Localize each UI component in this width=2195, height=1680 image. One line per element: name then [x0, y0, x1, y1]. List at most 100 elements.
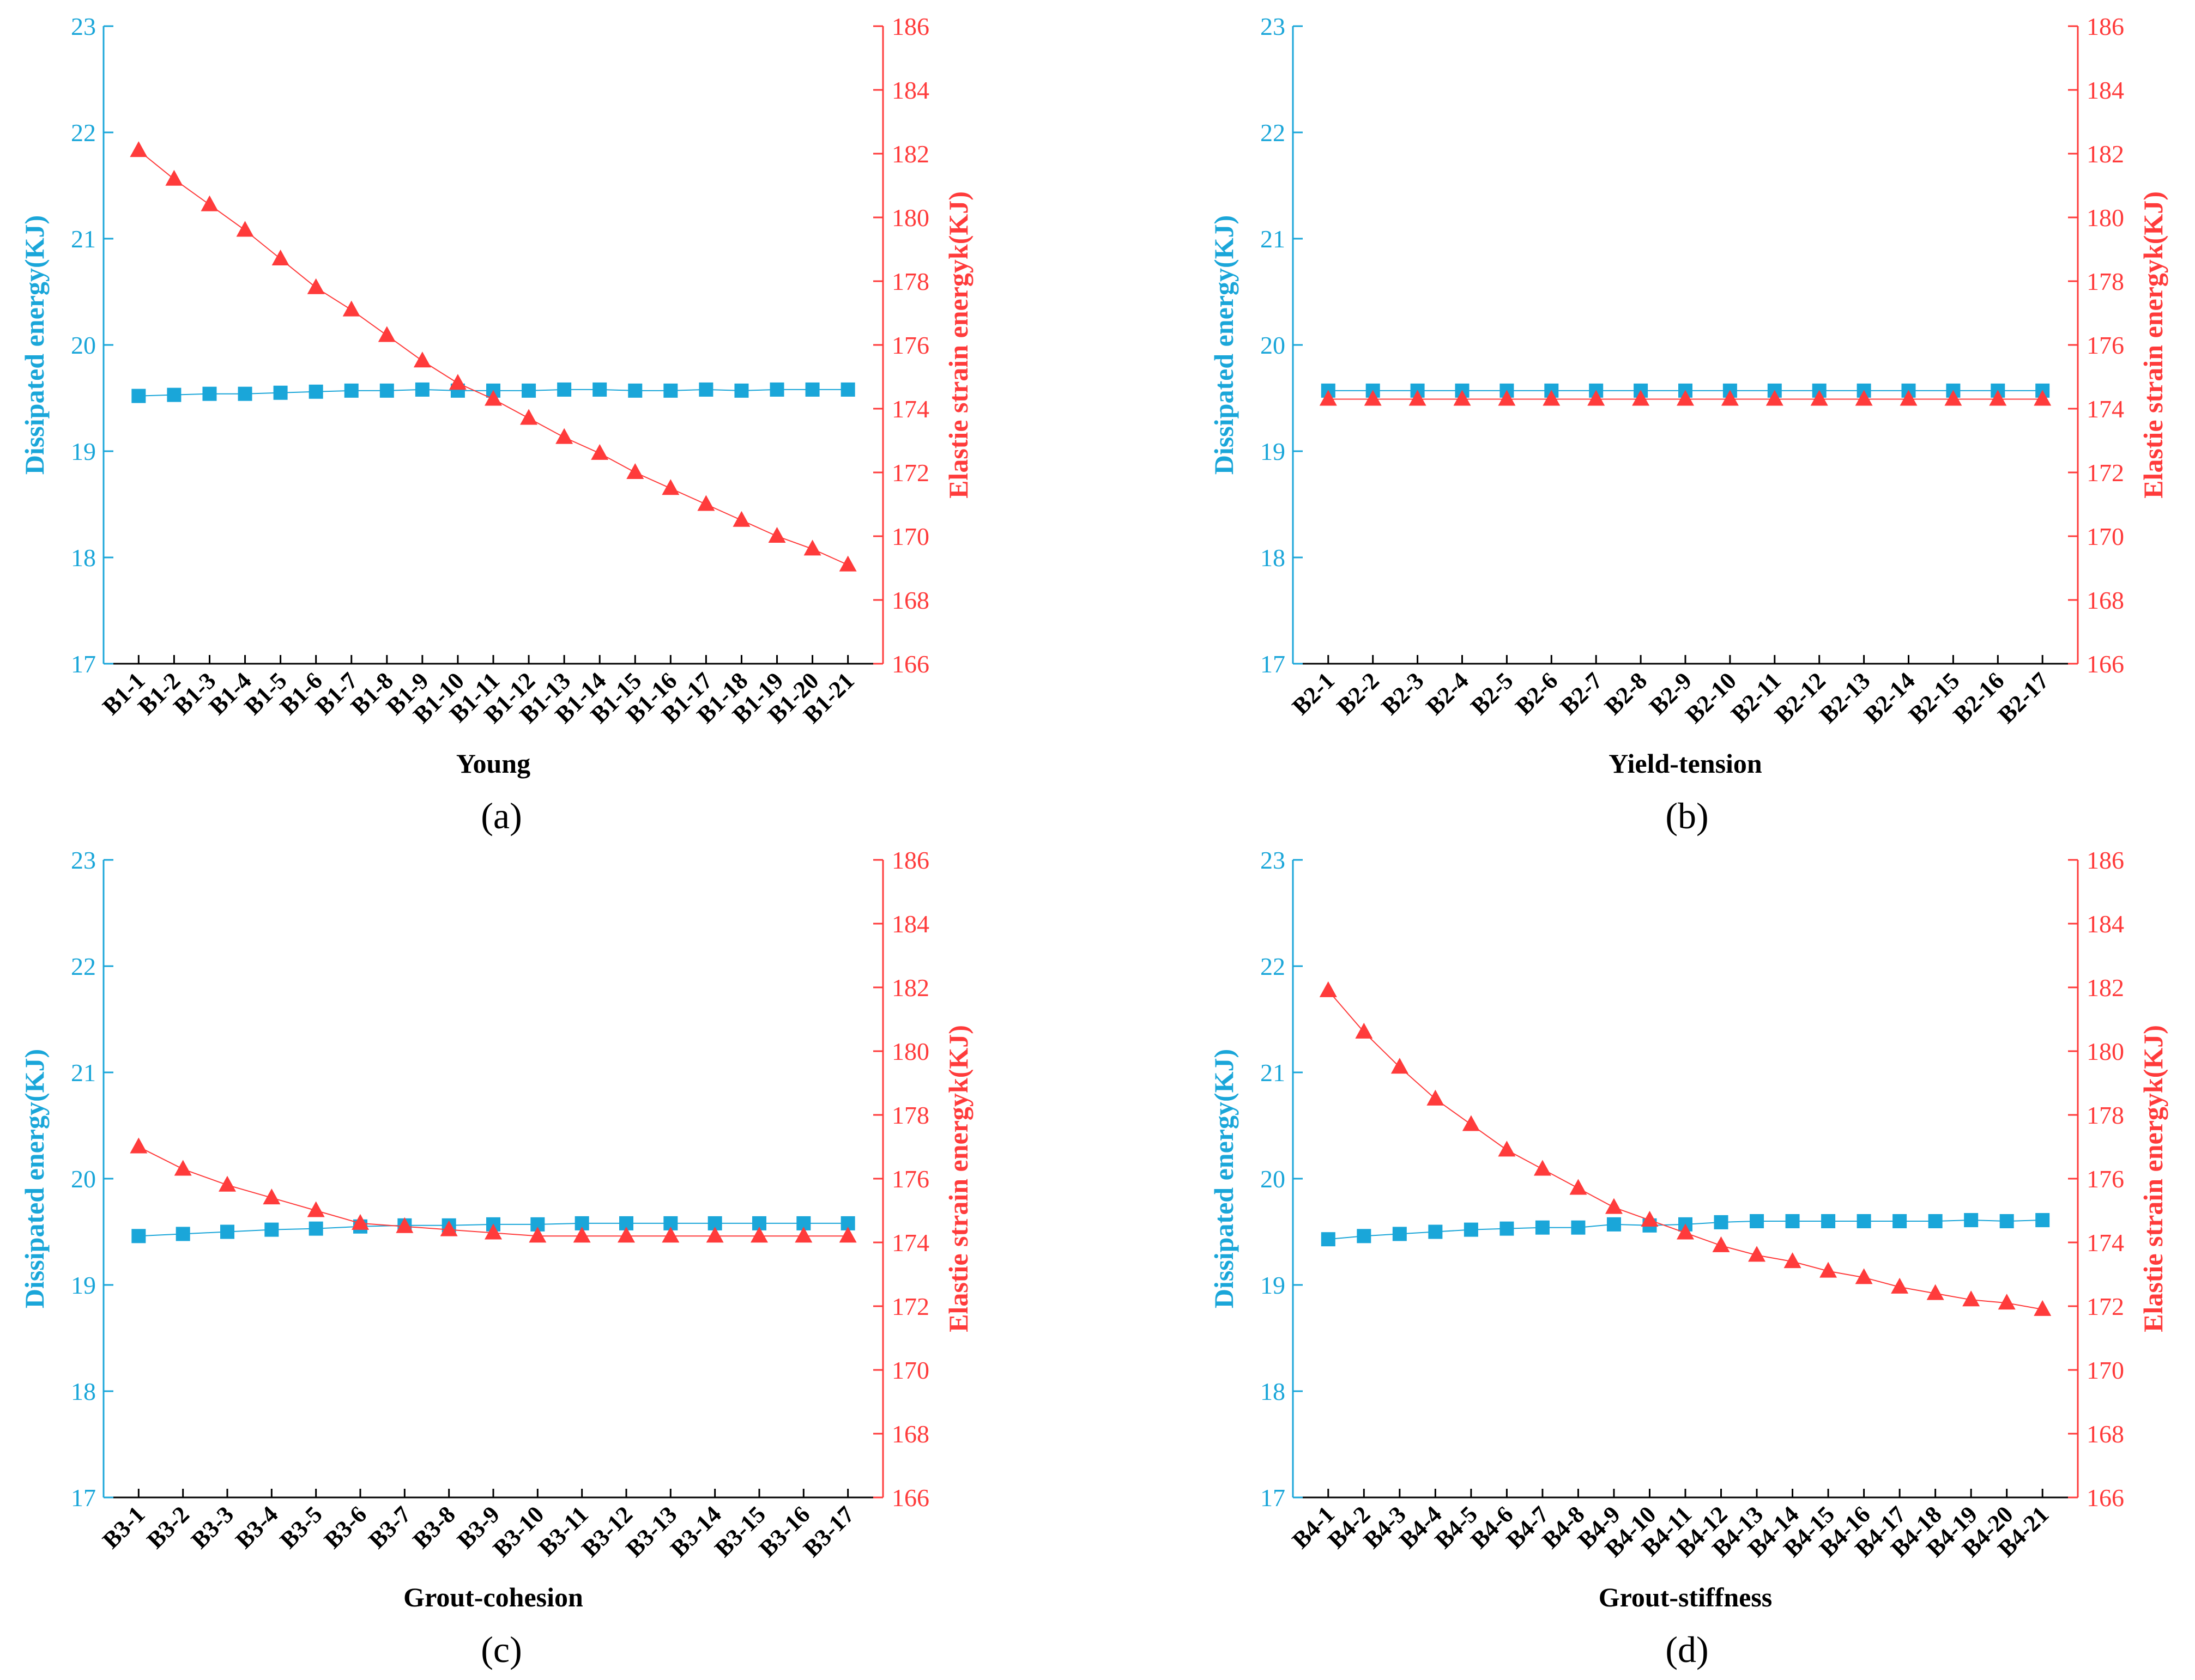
left-tick-label: 21 [71, 225, 96, 253]
dissipated-point [840, 382, 855, 397]
dissipated-point [805, 382, 820, 397]
left-tick-label: 20 [1260, 331, 1285, 359]
elastic-point [219, 1175, 237, 1192]
right-tick-label: 170 [2087, 1356, 2124, 1384]
right-tick-label: 186 [2087, 13, 2124, 40]
elastic-point [271, 250, 289, 266]
x-tick-label: B2-5 [1466, 667, 1519, 720]
left-axis-title: Dissipated energy(KJ) [1208, 215, 1239, 475]
right-axis-title: Elastie strain energyk(KJ) [943, 1025, 973, 1332]
x-tick-label: B3-5 [275, 1501, 328, 1554]
elastic-point [449, 374, 467, 390]
left-tick-label: 22 [71, 119, 96, 147]
right-tick-label: 166 [2087, 1484, 2124, 1512]
left-tick-label: 18 [71, 1378, 96, 1405]
elastic-point [617, 1227, 635, 1243]
dissipated-point [220, 1224, 235, 1239]
right-tick-label: 170 [892, 1356, 929, 1384]
elastic-point [839, 1227, 857, 1243]
left-tick-label: 22 [71, 953, 96, 980]
left-tick-label: 20 [71, 1165, 96, 1193]
dissipated-point [1928, 1214, 1943, 1228]
x-tick-label: B3-2 [142, 1501, 195, 1554]
elastic-point [1355, 1022, 1373, 1039]
dissipated-point [2035, 1213, 2050, 1228]
right-tick-label: 184 [892, 910, 929, 938]
elastic-point [1641, 1211, 1659, 1227]
elastic-point [307, 1201, 325, 1217]
right-tick-label: 178 [892, 1101, 929, 1129]
elastic-point [130, 141, 148, 157]
elastic-point [1319, 981, 1337, 997]
right-tick-label: 184 [892, 76, 929, 104]
right-tick-label: 180 [2087, 204, 2124, 232]
chart-panel-a: 17 18 19 20 21 22 23 166 168 170 172 174 176 178 180 18… [19, 13, 973, 836]
elastic-point [1543, 390, 1561, 406]
left-tick-label: 23 [71, 13, 96, 40]
left-tick-label: 17 [71, 650, 96, 678]
left-tick-label: 21 [1260, 225, 1285, 253]
right-tick-label: 182 [892, 140, 929, 168]
elastic-point [591, 444, 609, 460]
x-tick-label: B3-8 [408, 1501, 461, 1554]
elastic-point [529, 1227, 547, 1243]
x-tick-label: B2-1 [1287, 667, 1340, 720]
dissipated-point [1964, 1213, 1979, 1228]
left-tick-label: 19 [71, 1271, 96, 1299]
left-tick-label: 21 [1260, 1059, 1285, 1087]
elastic-point [1587, 390, 1605, 406]
x-tick-label: B2-14 [1859, 667, 1920, 728]
dissipated-point [734, 383, 749, 398]
right-tick-label: 174 [2087, 395, 2124, 423]
x-tick-label: B3-16 [754, 1501, 815, 1562]
dissipated-point [1821, 1214, 1836, 1228]
elastic-point [520, 409, 538, 425]
elastic-point [1677, 390, 1694, 406]
right-tick-label: 168 [2087, 1420, 2124, 1448]
right-tick-label: 174 [2087, 1229, 2124, 1257]
x-tick-label: B2-13 [1814, 667, 1875, 728]
x-tick-label: B2-15 [1903, 667, 1964, 728]
elastic-point [1783, 1252, 1801, 1269]
panel-label: (c) [481, 1629, 522, 1670]
elastic-point [201, 195, 219, 211]
x-tick-label: B3-15 [710, 1501, 771, 1562]
elastic-point [1319, 390, 1337, 406]
elastic-point [1712, 1236, 1730, 1252]
right-tick-label: 182 [2087, 140, 2124, 168]
right-tick-label: 172 [892, 459, 929, 487]
left-tick-label: 22 [1260, 953, 1285, 980]
dissipated-point [1714, 1215, 1728, 1229]
dissipated-point [264, 1222, 279, 1237]
left-tick-label: 17 [1260, 1484, 1285, 1512]
panel-label: (b) [1665, 795, 1708, 836]
dissipated-point [770, 382, 784, 397]
dissipated-point [1464, 1222, 1478, 1237]
dissipated-point [176, 1227, 190, 1241]
chart-panel-c: 17 18 19 20 21 22 23 166 168 170 172 174 176 178 180 18… [19, 846, 973, 1670]
elastic-point [440, 1220, 458, 1236]
elastic-point [2034, 1300, 2052, 1316]
elastic-point [1632, 390, 1650, 406]
right-axis-title: Elastie strain energyk(KJ) [2138, 1025, 2168, 1332]
elastic-point [1569, 1179, 1587, 1195]
elastic-point [697, 495, 715, 511]
right-axis-title: Elastie strain energyk(KJ) [2138, 191, 2168, 499]
elastic-point [413, 351, 431, 368]
elastic-point [378, 326, 396, 342]
elastic-point [165, 169, 183, 186]
left-tick-label: 17 [1260, 650, 1285, 678]
left-tick-label: 17 [71, 1484, 96, 1512]
right-tick-label: 176 [2087, 331, 2124, 359]
x-tick-label: B2-12 [1769, 667, 1830, 728]
x-tick-label: B3-14 [665, 1501, 726, 1562]
right-tick-label: 172 [892, 1293, 929, 1320]
right-tick-label: 168 [2087, 586, 2124, 614]
dissipated-point [1499, 1221, 1514, 1236]
elastic-point [1677, 1223, 1694, 1240]
x-axis-title: Young [456, 748, 530, 779]
right-tick-label: 170 [2087, 523, 2124, 550]
elastic-point [1900, 390, 1918, 406]
right-tick-label: 184 [2087, 910, 2124, 938]
